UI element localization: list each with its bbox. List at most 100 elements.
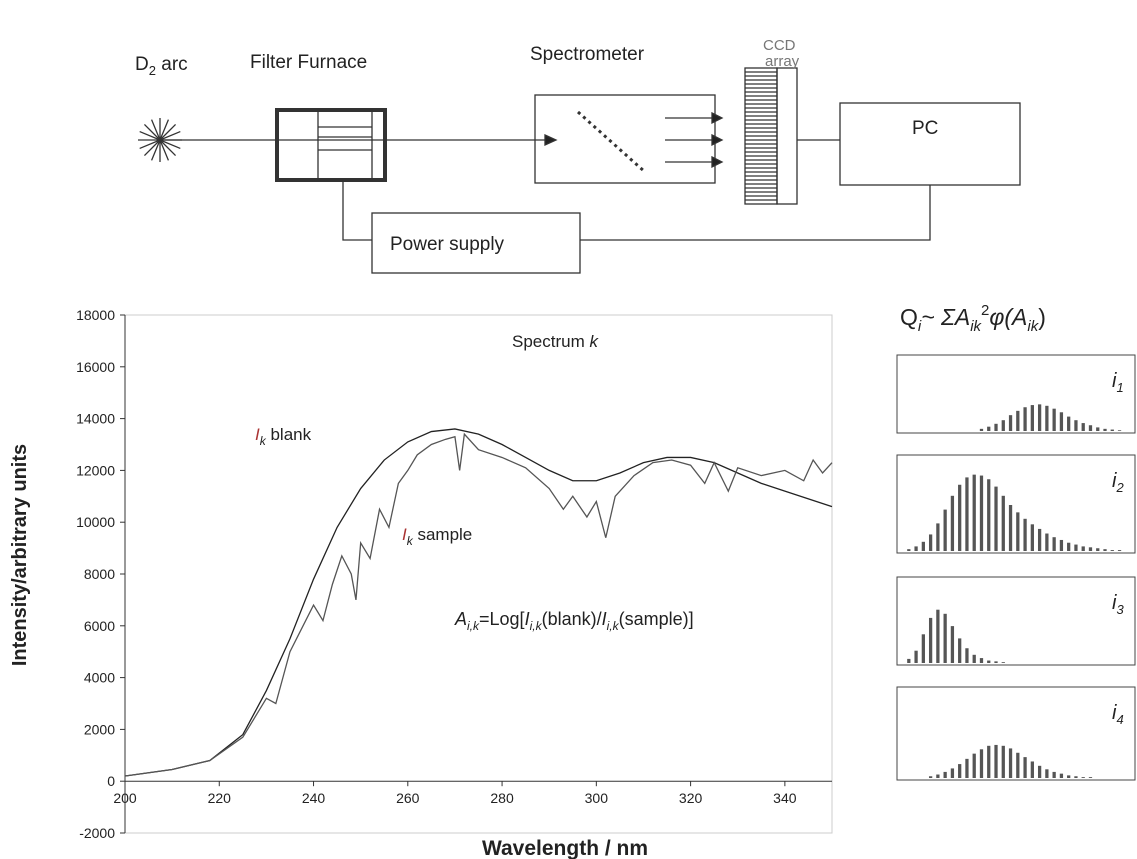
hist-bar [958,484,962,551]
ray [159,130,181,141]
hist-bar [1037,528,1042,551]
lamp [138,118,182,162]
annotation: Ik blank [255,425,312,448]
y-tick-label: 8000 [84,566,115,582]
label-main: i [1112,370,1117,392]
hist-bar [950,495,955,551]
hist-bar [1045,405,1049,431]
ray [159,139,177,157]
ray [139,139,161,150]
hist-bar [1110,550,1114,551]
hist-bar [1074,420,1078,431]
hist-bar [1081,777,1085,778]
label-part: arc [156,54,188,75]
x-tick-label: 340 [773,790,797,806]
ray [159,139,181,150]
hist-bar [1103,549,1107,551]
hist-bar [1016,752,1020,778]
hist-bar [907,549,911,551]
label-main: i [1112,702,1117,724]
hist-bar [1059,539,1064,551]
hist-bar [1074,544,1078,551]
panel [896,686,1136,781]
hist-bar [1030,761,1034,778]
annotation-part: k [260,434,267,448]
hist-bar [1110,429,1114,431]
hist-bar [1117,550,1122,551]
ccd-pixels [745,71,777,201]
x-tick-label: 220 [208,790,232,806]
label-main: i [1112,470,1117,492]
arrow [544,133,558,147]
x-axis-label: Wavelength / nm [482,837,648,859]
annotation-part: I [402,525,407,544]
hist-bar [1037,404,1042,431]
y-tick-label: 18000 [76,307,115,323]
grating [576,110,647,174]
hist-bar [994,661,998,663]
hist-bar [1008,748,1013,778]
label-part: D [135,54,149,75]
annotation-part: Spectrum [512,332,589,351]
label-sub: 3 [1116,602,1124,617]
hist-bar [1052,771,1056,778]
ray [150,139,161,161]
annotation-part: k [589,332,599,351]
hist-bar [1023,757,1027,778]
y-tick-label: 10000 [76,514,115,530]
hist-bar [965,477,969,551]
label-sub: 4 [1116,712,1123,727]
filter [317,109,373,181]
hist-bar [1103,428,1107,431]
y-tick-label: -2000 [79,825,115,841]
power-label: Power supply [390,234,505,255]
panel-label: i1 [1112,370,1124,395]
y-tick-label: 2000 [84,721,115,737]
formula-part: (sample)] [619,609,694,629]
hist-bar [979,658,984,663]
hist-bar [1023,407,1027,431]
spectrometer-box [534,94,716,184]
title-part: φ(A [989,304,1027,330]
hist-bar [994,744,998,778]
hist-bar [1074,776,1078,778]
hist-bar [928,776,933,778]
pc-label: PC [912,118,938,139]
formula-part: i,k [607,619,620,633]
formula-part: (blank)/ [542,609,602,629]
hist-bar [979,475,984,551]
y-axis-label: Intensity/arbitrary units [9,444,31,666]
x-tick-label: 240 [302,790,326,806]
hist-bar [1045,533,1049,551]
hist-bar [1117,430,1122,431]
annotation: Spectrum k [512,332,599,351]
setup-diagram [138,67,1021,274]
histogram-title: Qi~ ΣAik2φ(Aik) [900,302,1046,335]
ray [143,139,161,157]
hist-bar [958,764,962,778]
hist-bar [1030,405,1034,431]
y-tick-label: 6000 [84,618,115,634]
panel-label: i4 [1112,702,1124,727]
hist-bar [1059,773,1064,778]
hist-bar [1067,416,1071,431]
hist-bar [1096,548,1100,551]
hist-bar [979,428,984,431]
formula-part: i,k [467,619,480,633]
formula-part: I [525,609,530,629]
y-tick-label: 4000 [84,670,115,686]
hist-bar [1088,425,1093,431]
hist-bar [1016,410,1020,431]
hist-bar [950,626,955,663]
panel-label: i2 [1112,470,1124,495]
x-tick-label: 200 [113,790,137,806]
hist-bar [1052,537,1056,551]
title-part: ik [1027,318,1039,335]
furnace-box [275,108,387,182]
label-sub: 1 [1116,380,1123,395]
arrow-head [711,133,724,147]
hist-bar [914,546,918,551]
annotation: Ik sample [402,525,472,548]
hist-bar [987,426,991,431]
